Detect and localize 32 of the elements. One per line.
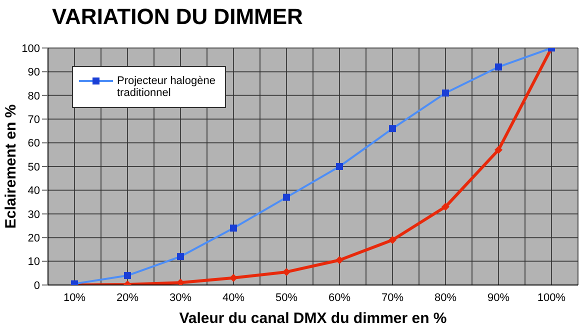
legend-label: Projecteur halogène traditionnel bbox=[117, 75, 216, 99]
point bbox=[176, 278, 184, 285]
chart-title: VARIATION DU DIMMER bbox=[52, 4, 303, 30]
x-tick-label: 40% bbox=[222, 292, 245, 304]
y-tick-label: 50 bbox=[28, 161, 40, 174]
y-tick-label: 80 bbox=[28, 90, 40, 102]
y-tick-label: 20 bbox=[28, 232, 40, 245]
x-tick-label: 100% bbox=[537, 292, 566, 304]
y-tick-label: 40 bbox=[28, 185, 40, 198]
y-tick-label: 70 bbox=[28, 114, 40, 126]
x-axis-title: Valeur du canal DMX du dimmer en % bbox=[179, 310, 447, 327]
y-tick-label: 60 bbox=[28, 138, 40, 150]
y-tick-label: 0 bbox=[34, 280, 40, 292]
x-tick-label: 30% bbox=[169, 292, 192, 304]
x-tick-label: 10% bbox=[63, 292, 86, 304]
x-tick-label: 50% bbox=[275, 292, 298, 304]
x-tick-label: 70% bbox=[381, 292, 404, 304]
point bbox=[494, 146, 502, 154]
point bbox=[336, 256, 344, 264]
point bbox=[282, 268, 290, 276]
x-tick-label: 80% bbox=[434, 292, 457, 304]
y-tick-label: 90 bbox=[28, 66, 40, 79]
x-tick-label: 90% bbox=[487, 292, 510, 304]
point bbox=[442, 202, 450, 211]
y-tick-label: 10 bbox=[28, 256, 40, 268]
x-tick-label: 20% bbox=[116, 292, 139, 304]
y-axis-title: Eclairement en % bbox=[2, 104, 20, 229]
point bbox=[230, 274, 238, 282]
x-tick-label: 60% bbox=[328, 292, 351, 304]
y-tick-label: 100 bbox=[22, 42, 40, 55]
point bbox=[388, 236, 396, 244]
y-tick-label: 30 bbox=[28, 208, 40, 221]
